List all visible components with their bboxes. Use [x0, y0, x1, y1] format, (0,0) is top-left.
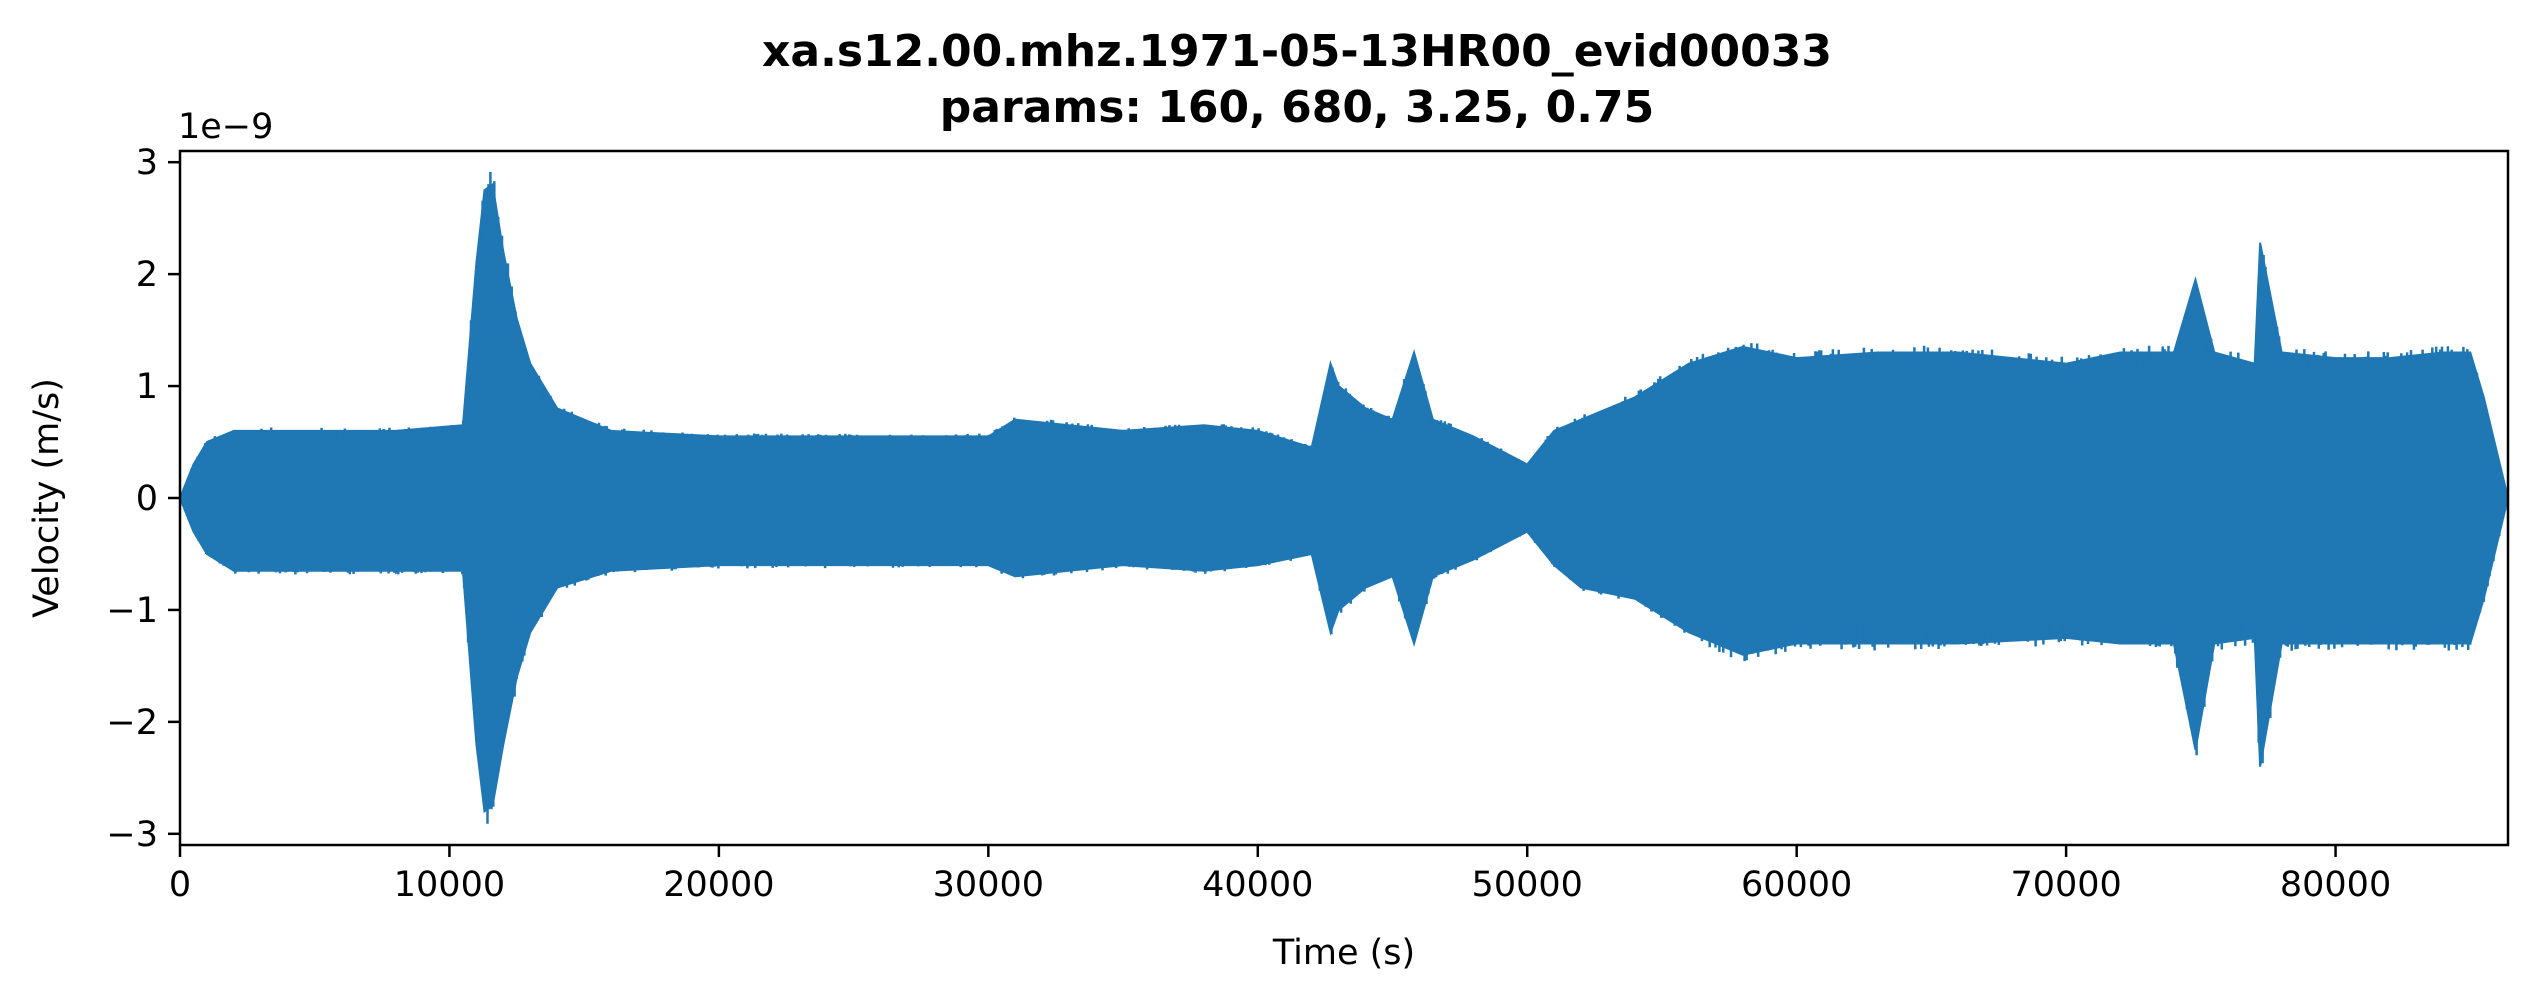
x-tick-label: 40000	[1202, 865, 1313, 905]
chart-title: xa.s12.00.mhz.1971-05-13HR00_evid00033	[762, 26, 1832, 77]
x-tick-label: 30000	[933, 865, 1044, 905]
x-tick-label: 70000	[2010, 865, 2121, 905]
y-axis-ticks: 3 2 1 0 −1 −2 −3	[106, 143, 180, 855]
y-tick-label: 2	[136, 255, 158, 295]
y-offset-label: 1e−9	[178, 107, 273, 147]
x-tick-label: 20000	[663, 865, 774, 905]
x-tick-label: 60000	[1741, 865, 1852, 905]
x-axis-label: Time (s)	[1272, 933, 1415, 973]
series-line	[178, 171, 2510, 824]
x-tick-label: 50000	[1472, 865, 1583, 905]
chart-subtitle: params: 160, 680, 3.25, 0.75	[940, 82, 1654, 133]
y-axis-label: Velocity (m/s)	[27, 378, 67, 618]
x-tick-label: 80000	[2280, 865, 2391, 905]
x-tick-label: 10000	[394, 865, 505, 905]
x-tick-label: 0	[169, 865, 191, 905]
y-tick-label: −3	[106, 815, 158, 855]
y-tick-label: 3	[136, 143, 158, 183]
y-tick-label: 1	[136, 367, 158, 407]
y-tick-label: −1	[106, 591, 158, 631]
plot-area	[178, 171, 2510, 824]
x-axis-ticks: 0 10000 20000 30000 40000 50000 60000 70000 8000…	[169, 845, 2391, 905]
y-tick-label: −2	[106, 703, 158, 743]
y-tick-label: 0	[136, 479, 158, 519]
